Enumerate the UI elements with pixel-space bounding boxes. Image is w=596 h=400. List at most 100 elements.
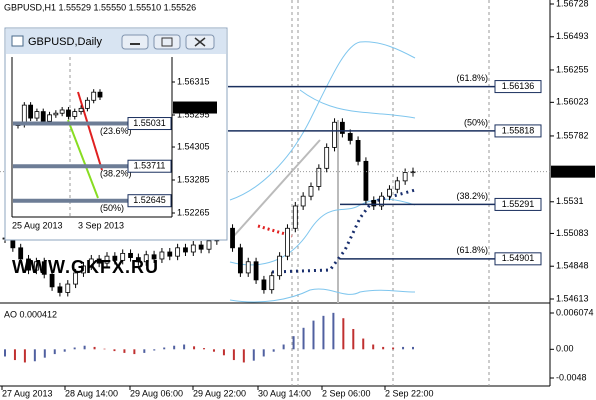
bollinger-lower xyxy=(229,288,416,303)
ao-bar xyxy=(73,347,76,350)
y-tick-label: 1.56255 xyxy=(556,64,589,74)
fibo-price: 1.55818 xyxy=(502,125,535,135)
ao-bar xyxy=(242,349,245,363)
window-title: GBPUSD,Daily xyxy=(28,36,102,48)
candle xyxy=(28,104,34,119)
ao-bar xyxy=(312,320,315,350)
candle xyxy=(316,167,322,187)
ao-bar xyxy=(402,346,405,350)
y-tick-label: 1.55083 xyxy=(556,228,589,238)
ao-bar xyxy=(143,349,146,353)
x-tick-label: 30 Aug 14:00 xyxy=(258,388,311,398)
candle xyxy=(230,227,235,249)
indicator-label: AO 0.000412 xyxy=(4,309,57,319)
maximize-icon xyxy=(161,37,173,47)
fibo-percent: (23.6%) xyxy=(100,126,132,136)
x-tick-label: 29 Aug 06:00 xyxy=(130,388,183,398)
ao-bar xyxy=(392,347,395,350)
candle xyxy=(78,107,84,112)
ao-bar xyxy=(193,346,196,350)
candle xyxy=(65,283,71,293)
ao-bar xyxy=(83,345,86,350)
fibo-percent: (61.8%) xyxy=(456,245,488,255)
candle xyxy=(167,251,173,257)
zigzag-line xyxy=(67,119,99,199)
ao-bar xyxy=(292,336,295,350)
candle xyxy=(26,258,31,271)
fibo-price: 1.55291 xyxy=(502,199,535,209)
y-tick-label: 1.55782 xyxy=(556,130,589,140)
candle xyxy=(198,244,204,250)
ao-bar xyxy=(372,344,375,350)
y-tick-label: 1.52265 xyxy=(177,207,210,217)
ao-bar xyxy=(212,349,215,352)
x-tick-label: 2 Sep 06:00 xyxy=(322,388,371,398)
maximize-button[interactable] xyxy=(153,34,181,50)
minimize-button[interactable] xyxy=(121,34,149,50)
close-icon xyxy=(194,37,206,47)
candle xyxy=(128,252,133,258)
fibo-percent: (50%) xyxy=(100,203,124,213)
candle xyxy=(34,111,40,119)
candle xyxy=(84,99,90,109)
fibo-percent: (50%) xyxy=(464,117,488,127)
candle xyxy=(190,244,196,253)
chart-title: GBPUSD,H1 1.55529 1.55550 1.55510 1.5552… xyxy=(4,2,196,12)
zigzag-line xyxy=(77,91,103,171)
ao-bar xyxy=(33,349,36,362)
ao-bar xyxy=(382,346,385,350)
candle xyxy=(120,252,126,261)
ao-bar xyxy=(232,349,235,361)
fibo-percent: (61.8%) xyxy=(456,73,488,83)
ao-bar xyxy=(203,348,206,350)
x-tick-label: 28 Aug 14:00 xyxy=(65,388,118,398)
candle xyxy=(59,109,65,114)
candle xyxy=(49,273,55,288)
ao-bar xyxy=(412,346,414,350)
parabolic-sar xyxy=(271,188,416,274)
trend-line xyxy=(231,139,321,239)
candle xyxy=(387,188,392,197)
fibo-price: 1.54901 xyxy=(502,253,535,263)
envelope-line xyxy=(299,89,416,119)
x-tick-label: 29 Aug 22:00 xyxy=(193,388,246,398)
candle xyxy=(40,111,46,122)
ao-bar xyxy=(43,349,46,358)
ao-bar xyxy=(133,349,136,355)
ao-bar xyxy=(252,349,255,361)
ao-bar xyxy=(272,349,275,352)
candle xyxy=(371,199,377,207)
parabolic-sar xyxy=(257,224,293,238)
watermark: WWW.GKFX.RU xyxy=(12,257,159,277)
ao-bar xyxy=(352,328,355,350)
ao-bar xyxy=(63,349,66,352)
candle xyxy=(81,265,86,274)
ao-bar xyxy=(332,312,335,350)
candle xyxy=(175,247,181,257)
ao-bar xyxy=(302,327,305,350)
ao-bar xyxy=(4,349,6,357)
candle xyxy=(324,146,330,169)
candle xyxy=(339,121,345,134)
window-icon xyxy=(11,35,24,47)
fibo-price-box xyxy=(127,159,172,173)
candle xyxy=(379,195,385,207)
candle xyxy=(402,172,408,182)
ao-bar xyxy=(93,346,96,350)
ao-bar xyxy=(322,315,325,350)
ao-bar xyxy=(103,348,106,350)
candle xyxy=(33,261,39,271)
y-tick-label: 1.56023 xyxy=(556,97,589,107)
candle xyxy=(88,258,94,267)
fibo-price-box xyxy=(494,80,542,94)
x-tick-label: 25 Aug 2013 xyxy=(12,220,63,230)
candle xyxy=(151,254,157,260)
x-tick-label: 3 Sep 2013 xyxy=(78,220,124,230)
candle xyxy=(355,140,361,162)
y-tick-label: 0.00 xyxy=(556,344,574,354)
ao-bar xyxy=(23,349,26,363)
fibo-price-box xyxy=(494,124,542,138)
current-price: 1.55526 xyxy=(554,166,587,176)
fibo-price: 1.52645 xyxy=(133,195,166,205)
